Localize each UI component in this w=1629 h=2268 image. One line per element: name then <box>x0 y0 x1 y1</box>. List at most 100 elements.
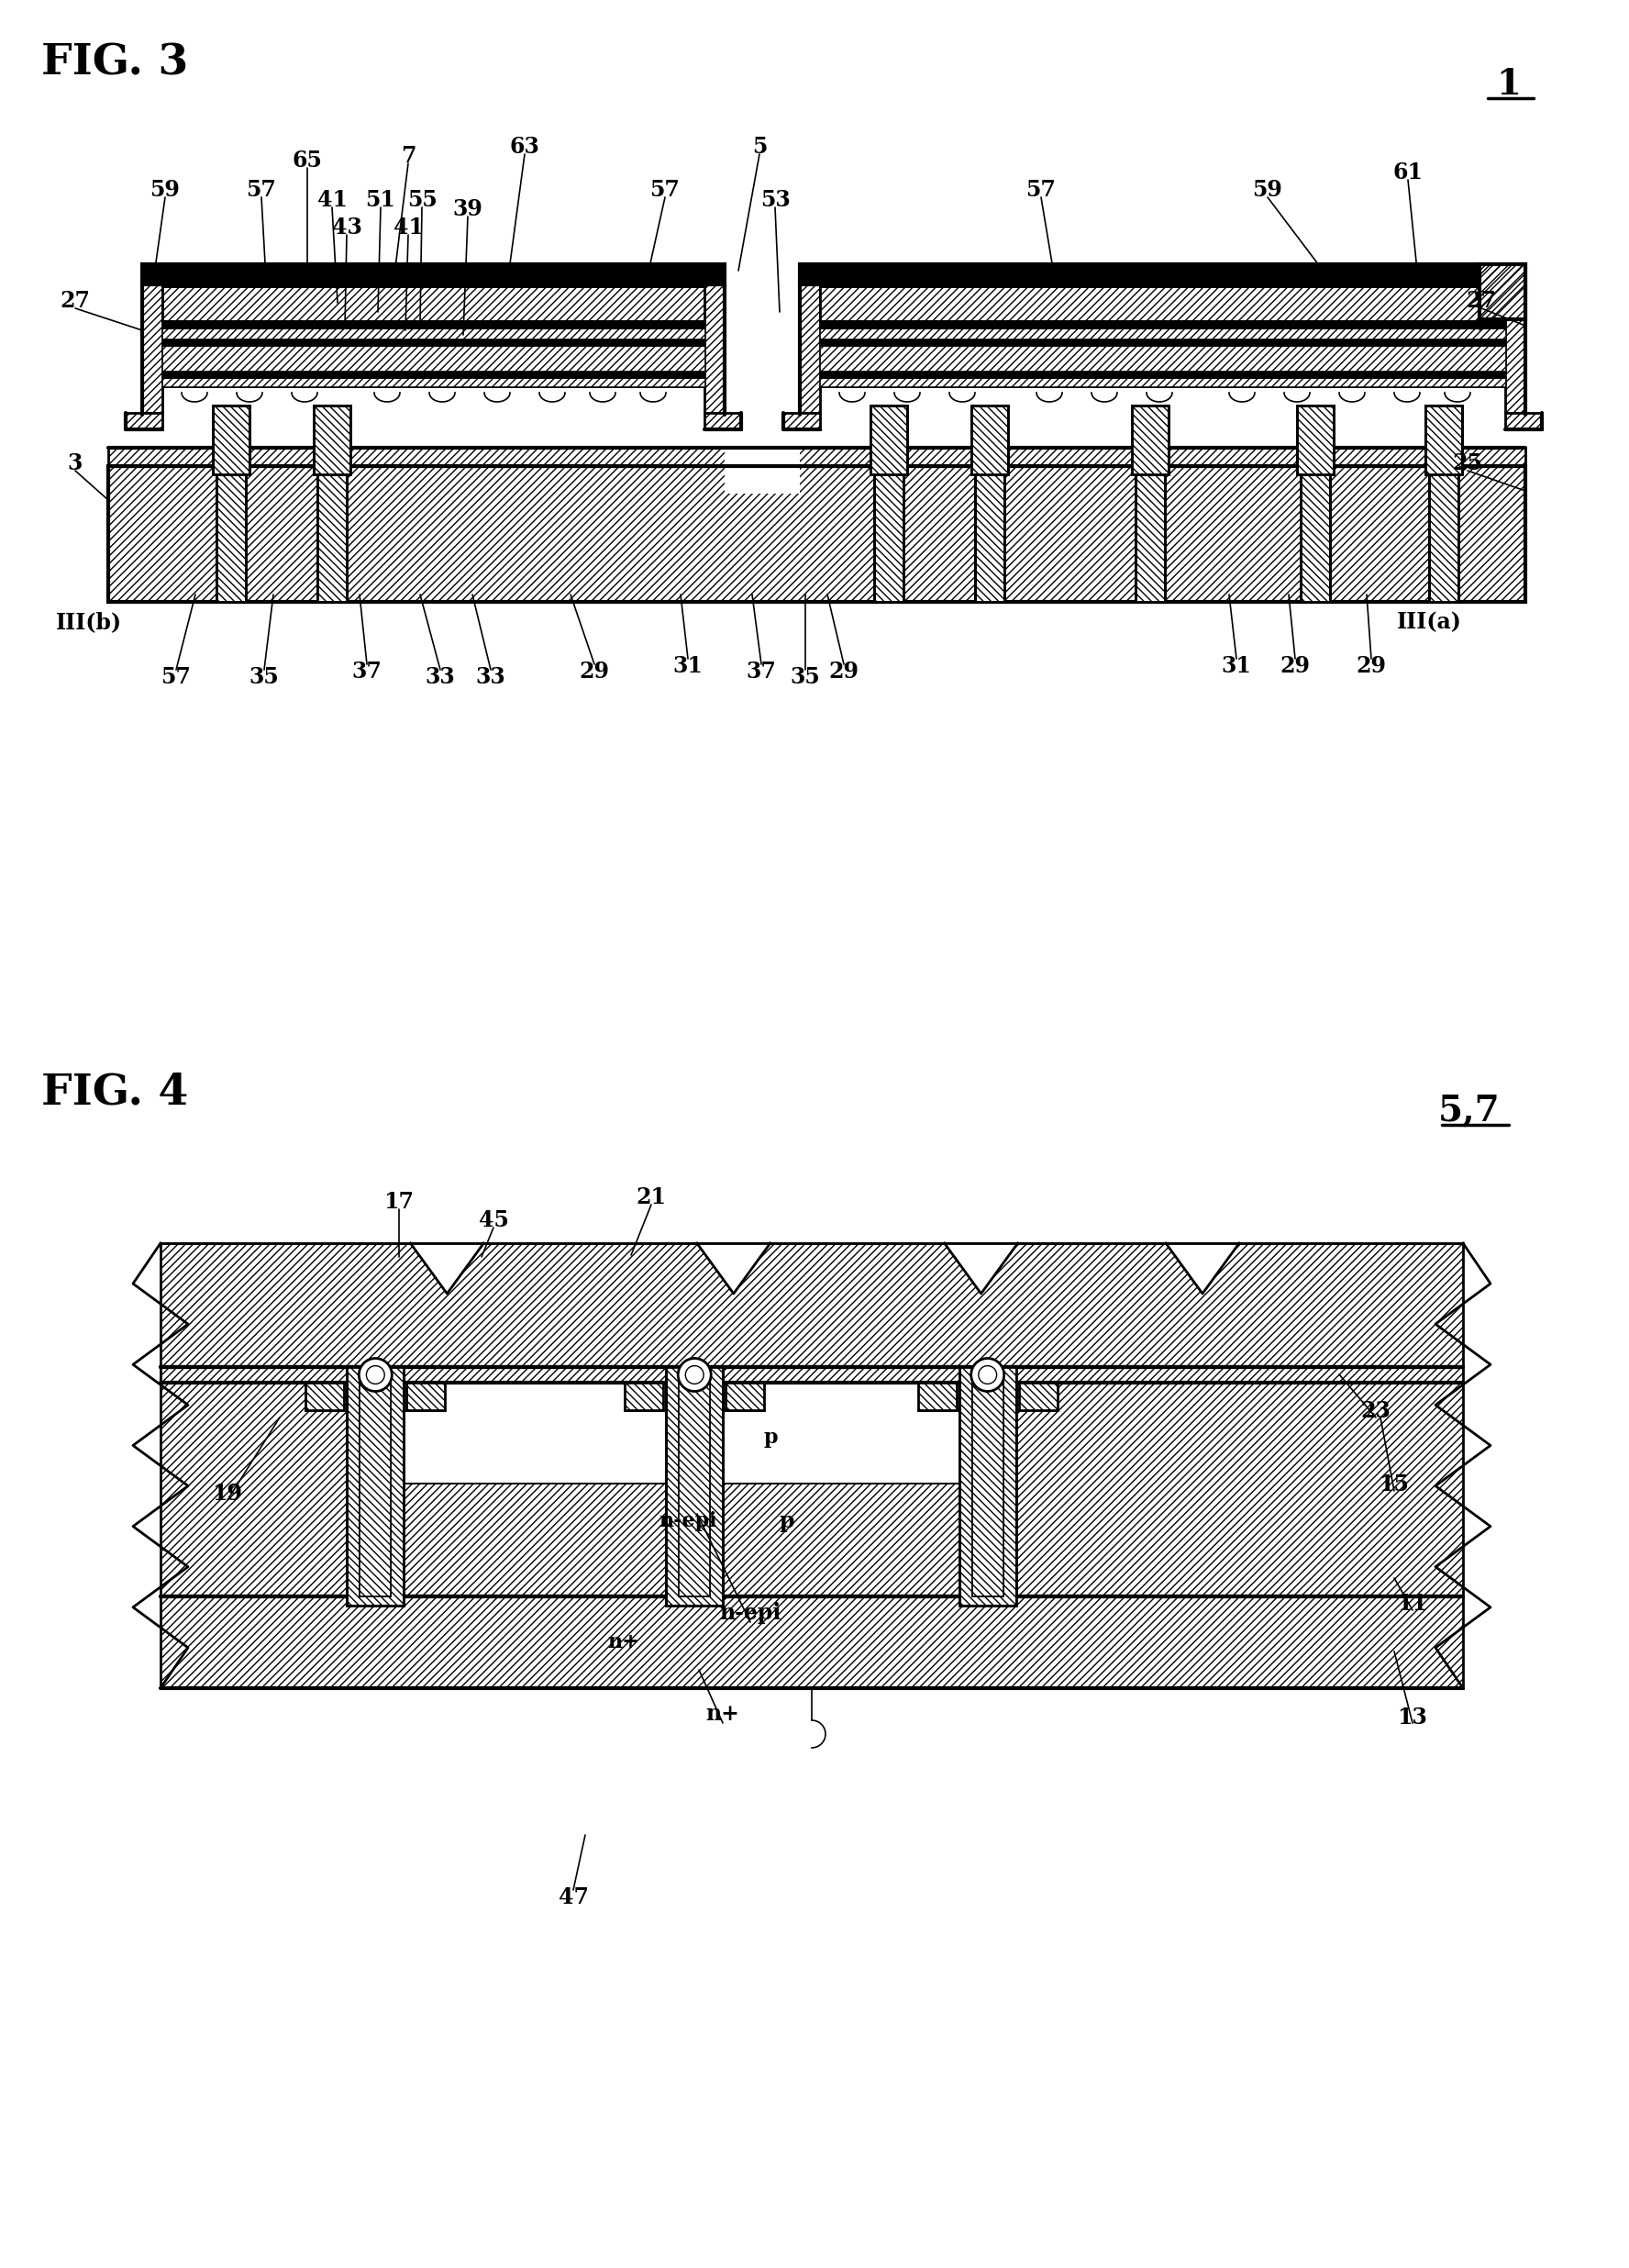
Bar <box>819 372 1505 379</box>
Text: 5,7: 5,7 <box>1438 1093 1500 1127</box>
Bar <box>360 1372 391 1597</box>
Bar <box>725 1383 764 1411</box>
Text: FIG. 4: FIG. 4 <box>41 1070 189 1114</box>
Circle shape <box>678 1359 710 1390</box>
Text: III(a): III(a) <box>1396 610 1461 633</box>
Text: 55: 55 <box>407 188 437 211</box>
Bar <box>161 1383 1463 1597</box>
Text: 29: 29 <box>1355 655 1386 678</box>
Bar <box>163 329 704 340</box>
Text: 29: 29 <box>1280 655 1310 678</box>
Text: 27: 27 <box>1466 290 1497 313</box>
Text: 45: 45 <box>479 1209 508 1232</box>
Circle shape <box>979 1365 997 1383</box>
Text: 43: 43 <box>332 215 362 238</box>
Bar <box>819 322 1505 329</box>
Bar <box>870 406 907 474</box>
Text: 29: 29 <box>580 660 609 683</box>
Bar <box>819 340 1505 347</box>
Bar <box>347 1368 404 1606</box>
Bar <box>407 1383 445 1411</box>
Text: III(b): III(b) <box>55 610 122 633</box>
Text: 31: 31 <box>673 655 704 678</box>
Bar <box>917 1383 956 1411</box>
Text: n+: n+ <box>705 1703 740 1726</box>
Bar <box>686 1365 704 1383</box>
Bar <box>784 413 819 429</box>
Bar <box>1300 474 1329 601</box>
Bar <box>163 372 704 379</box>
Polygon shape <box>411 1243 484 1293</box>
Text: 15: 15 <box>1380 1474 1409 1495</box>
Text: 59: 59 <box>150 179 181 202</box>
Text: 57: 57 <box>246 179 277 202</box>
Bar <box>971 406 1008 474</box>
Bar <box>367 1365 384 1383</box>
Text: 1: 1 <box>1497 68 1521 102</box>
Bar <box>819 286 1505 322</box>
Text: 11: 11 <box>1398 1592 1427 1615</box>
Bar <box>1132 406 1168 474</box>
Text: FIG. 3: FIG. 3 <box>41 41 187 84</box>
Bar <box>819 347 1505 372</box>
Text: 47: 47 <box>559 1887 588 1907</box>
Polygon shape <box>697 1243 771 1293</box>
Text: 13: 13 <box>1398 1706 1427 1728</box>
Text: 57: 57 <box>650 179 679 202</box>
Bar <box>819 379 1505 388</box>
Circle shape <box>971 1359 1003 1390</box>
Text: 3: 3 <box>68 451 83 474</box>
Bar <box>404 1383 666 1483</box>
Bar <box>1018 1383 1057 1411</box>
Text: 31: 31 <box>1222 655 1251 678</box>
Bar <box>163 347 704 372</box>
Text: 7: 7 <box>401 145 415 168</box>
Circle shape <box>686 1365 704 1383</box>
Bar <box>1135 474 1165 601</box>
Bar <box>163 340 704 347</box>
Text: n+: n+ <box>608 1633 640 1653</box>
Text: 29: 29 <box>829 660 858 683</box>
Bar <box>142 265 725 284</box>
Text: n-epi: n-epi <box>720 1601 782 1624</box>
Bar <box>679 1372 710 1597</box>
Bar <box>1505 284 1525 413</box>
Bar <box>1297 406 1334 474</box>
Bar <box>976 474 1005 601</box>
Bar <box>800 265 1525 284</box>
Bar <box>819 329 1505 340</box>
Bar <box>973 1372 1003 1597</box>
Polygon shape <box>945 1243 1018 1293</box>
Bar <box>704 284 725 413</box>
Circle shape <box>367 1365 384 1383</box>
Text: n-epi: n-epi <box>658 1510 717 1531</box>
Bar <box>306 1383 344 1411</box>
Bar <box>142 284 163 413</box>
Bar <box>1429 474 1458 601</box>
Bar <box>1479 265 1525 320</box>
Bar <box>163 286 704 322</box>
Text: 61: 61 <box>1393 161 1424 184</box>
Text: 41: 41 <box>318 188 347 211</box>
Bar <box>1505 413 1543 429</box>
Text: 27: 27 <box>60 290 90 313</box>
Text: p: p <box>779 1510 795 1533</box>
Text: 21: 21 <box>635 1186 666 1209</box>
Text: 39: 39 <box>453 197 482 220</box>
Bar <box>217 474 246 601</box>
Bar <box>314 406 350 474</box>
Text: 63: 63 <box>510 136 539 159</box>
Bar <box>979 1365 997 1383</box>
Bar <box>723 1383 959 1483</box>
Polygon shape <box>1166 1243 1240 1293</box>
Bar <box>161 1243 1463 1368</box>
Text: 19: 19 <box>212 1483 243 1504</box>
Bar <box>161 1597 1463 1687</box>
Text: p: p <box>764 1427 777 1447</box>
Text: 59: 59 <box>1253 179 1282 202</box>
Bar <box>626 1383 663 1411</box>
Text: 35: 35 <box>790 667 821 687</box>
Bar <box>875 474 904 601</box>
Bar <box>108 447 1525 467</box>
Text: 57: 57 <box>161 667 191 687</box>
